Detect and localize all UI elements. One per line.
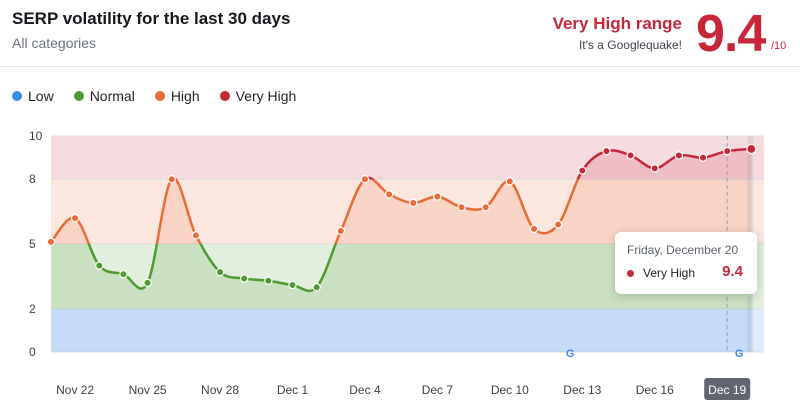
data-point: [95, 261, 104, 270]
google-update-icon: G: [566, 348, 575, 360]
data-point: [602, 146, 611, 156]
chart-tooltip: Friday, December 20 Very High 9.4: [615, 232, 757, 294]
data-point: [674, 151, 684, 160]
header: SERP volatility for the last 30 days All…: [0, 0, 800, 67]
y-tick-label: 5: [29, 237, 36, 251]
data-point: [70, 213, 80, 223]
x-tick-label: Nov 28: [201, 383, 239, 397]
data-point: [215, 267, 225, 277]
chart-legend: Low Normal High Very High: [12, 88, 296, 104]
data-point: [529, 224, 539, 234]
legend-item-low[interactable]: Low: [12, 88, 54, 104]
data-point: [119, 270, 128, 279]
tooltip-value: 9.4: [722, 263, 743, 280]
data-point: [481, 203, 490, 212]
band-very-high: [51, 136, 764, 180]
legend-dot-very-high: [219, 91, 230, 101]
data-point: [312, 283, 321, 292]
area-fill-low: [51, 308, 752, 352]
legend-label-normal: Normal: [89, 88, 135, 104]
area-fill-high: [51, 179, 752, 244]
x-tick-label: Dec 13: [563, 383, 601, 397]
data-point: [457, 203, 466, 212]
data-point: [143, 278, 152, 288]
data-point: [650, 164, 659, 173]
x-tick-label: Dec 19: [708, 383, 746, 397]
volatility-score: 9.4: [696, 5, 766, 63]
page-title: SERP volatility for the last 30 days: [12, 9, 291, 28]
data-point: [384, 190, 394, 199]
data-point: [360, 174, 370, 184]
google-update-icon: G: [735, 348, 744, 360]
legend-dot-low: [12, 91, 22, 101]
legend-item-very-high[interactable]: Very High: [219, 88, 297, 104]
legend-label-very-high: Very High: [235, 88, 297, 104]
category-selector[interactable]: All categories: [12, 35, 97, 51]
x-tick-highlight: [704, 378, 751, 400]
x-tick-label: Dec 16: [636, 383, 674, 397]
data-point: [264, 276, 273, 285]
range-subtitle: It's a Googlequake!: [578, 38, 682, 52]
data-point: [505, 177, 515, 186]
data-point: [46, 237, 56, 247]
legend-dot-high: [154, 91, 165, 101]
data-point: [433, 192, 442, 201]
area-fill-normal: [51, 244, 752, 309]
data-point: [239, 274, 249, 283]
tooltip-date: Friday, December 20: [627, 243, 739, 257]
tooltip-label: Very High: [643, 266, 696, 280]
x-tick-label: Dec 1: [277, 383, 309, 397]
y-tick-label: 0: [29, 345, 36, 359]
y-tick-label: 8: [29, 172, 36, 186]
x-tick-label: Nov 22: [56, 383, 94, 397]
data-point: [288, 280, 297, 290]
x-tick-label: Dec 10: [491, 383, 529, 397]
data-point: [553, 220, 563, 229]
legend-label-high: High: [170, 88, 200, 104]
band-low: [51, 308, 764, 352]
area-fill-very-high: [171, 148, 752, 180]
legend-dot-normal: [73, 91, 84, 101]
legend-item-normal[interactable]: Normal: [73, 88, 135, 104]
legend-label-low: Low: [28, 88, 54, 104]
data-point: [723, 146, 732, 156]
series-line-high: [50, 179, 580, 244]
data-point: [698, 153, 708, 162]
legend-item-high[interactable]: High: [154, 88, 200, 104]
data-point: [578, 166, 587, 175]
x-tick-label: Nov 25: [129, 383, 167, 397]
x-tick-label: Dec 7: [422, 383, 454, 397]
data-point: [626, 151, 635, 160]
data-point: [409, 198, 418, 208]
y-tick-label: 2: [29, 302, 36, 316]
range-title: Very High range: [552, 14, 682, 33]
data-point: [746, 143, 757, 155]
score-denominator: /10: [771, 40, 787, 52]
data-point: [167, 174, 176, 184]
tooltip-dot: [627, 270, 634, 277]
data-point: [336, 226, 345, 236]
y-tick-label: 10: [29, 129, 43, 143]
x-tick-label: Dec 4: [349, 383, 381, 397]
data-point: [191, 231, 201, 240]
